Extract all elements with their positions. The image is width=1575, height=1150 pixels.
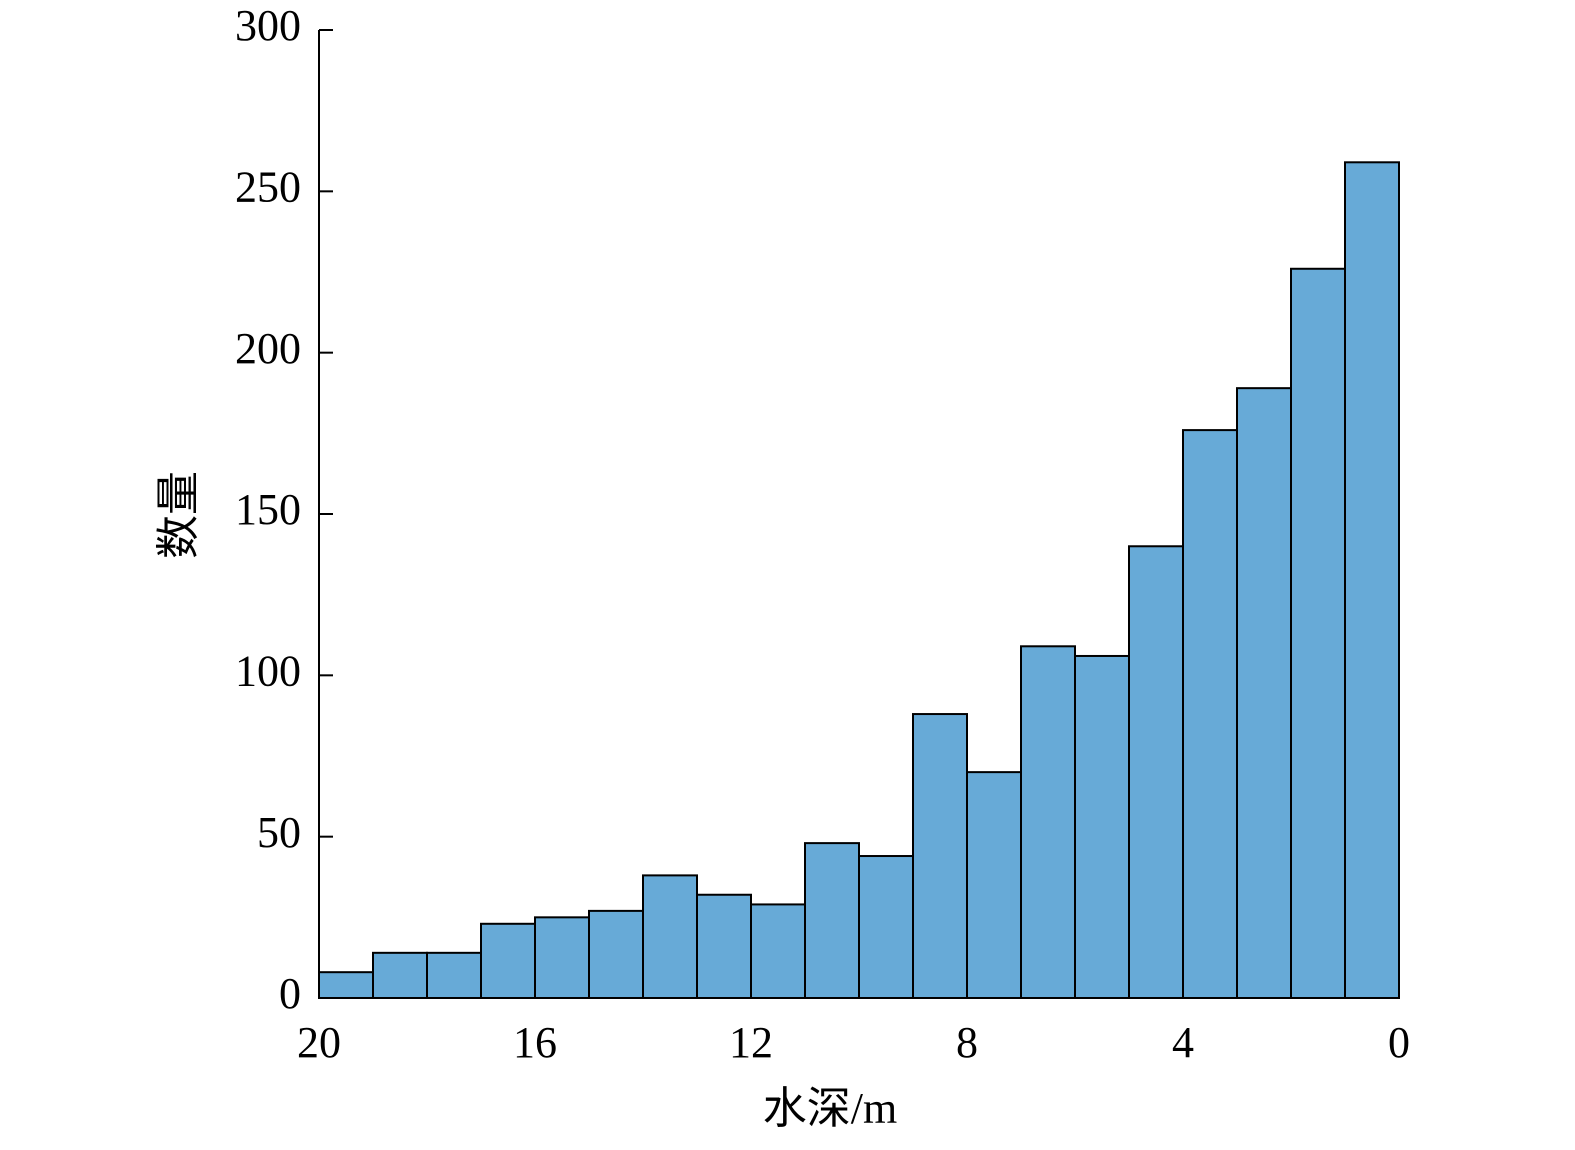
y-tick-label: 0 bbox=[279, 969, 301, 1018]
bar bbox=[372, 951, 428, 999]
bar bbox=[1182, 429, 1238, 999]
bar bbox=[1344, 161, 1400, 999]
x-tick-label: 0 bbox=[1388, 1018, 1410, 1067]
bar bbox=[642, 874, 698, 999]
x-tick-label: 16 bbox=[513, 1018, 557, 1067]
x-tick-label: 4 bbox=[1172, 1018, 1194, 1067]
bar bbox=[858, 855, 914, 999]
bar bbox=[588, 909, 644, 1000]
x-tick-label: 12 bbox=[729, 1018, 773, 1067]
y-tick-label: 150 bbox=[235, 485, 301, 534]
bar bbox=[750, 903, 806, 1000]
y-tick-label: 250 bbox=[235, 162, 301, 211]
bar bbox=[696, 893, 752, 999]
bar bbox=[804, 842, 860, 999]
bar bbox=[1074, 654, 1130, 999]
bar bbox=[966, 771, 1022, 1000]
bar bbox=[1236, 387, 1292, 1000]
x-axis-label: 水深/m bbox=[763, 1084, 897, 1133]
bar bbox=[1020, 645, 1076, 999]
bar bbox=[912, 713, 968, 999]
bar bbox=[426, 951, 482, 999]
y-tick-label: 200 bbox=[235, 324, 301, 373]
bar bbox=[1128, 545, 1184, 999]
bar bbox=[318, 971, 374, 999]
bar bbox=[534, 916, 590, 999]
y-axis-label: 数量 bbox=[154, 471, 203, 559]
x-tick-label: 8 bbox=[956, 1018, 978, 1067]
bar bbox=[1290, 267, 1346, 1000]
bar bbox=[480, 922, 536, 1000]
y-tick-label: 50 bbox=[257, 808, 301, 857]
x-tick-label: 20 bbox=[297, 1018, 341, 1067]
y-tick-label: 300 bbox=[235, 1, 301, 50]
y-tick-label: 100 bbox=[235, 646, 301, 695]
